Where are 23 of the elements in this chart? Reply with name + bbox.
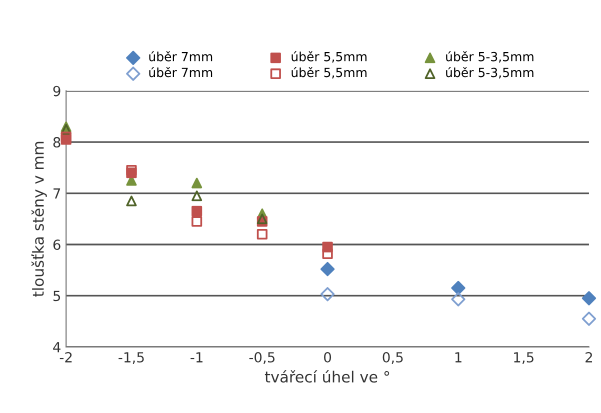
x-tick-label: 1,5 [514, 352, 534, 364]
legend-label: úběr 5-3,5mm [446, 67, 534, 78]
x-tick-label: -1 [190, 352, 202, 362]
x-tick-label: 0,5 [382, 352, 403, 364]
legend-label: úběr 7mm [149, 51, 212, 62]
x-tick-label: -1,5 [118, 352, 144, 364]
legend-label: úběr 5,5mm [292, 67, 366, 78]
x-tick-label: 2 [586, 352, 592, 362]
y-tick-label: 5 [53, 290, 60, 302]
legend-label: úběr 7mm [149, 67, 212, 78]
x-tick-label: -2 [60, 352, 72, 362]
legend-label: úběr 5,5mm [292, 51, 366, 63]
y-tick-label: 9 [53, 86, 60, 96]
y-tick-label: 7 [54, 188, 60, 199]
legend-label: úběr 5-3,5mm [446, 51, 534, 63]
x-tick-label: -0,5 [249, 352, 275, 364]
y-tick-label: 4 [53, 342, 60, 352]
y-axis-title: tloušťka stěny v mm [31, 142, 47, 297]
x-axis-title: tvářecí úhel ve ° [264, 370, 390, 383]
x-tick-label: 1 [455, 352, 462, 362]
x-tick-label: 0 [324, 352, 332, 363]
y-tick-label: 6 [53, 239, 60, 250]
y-tick-label: 8 [53, 137, 60, 148]
